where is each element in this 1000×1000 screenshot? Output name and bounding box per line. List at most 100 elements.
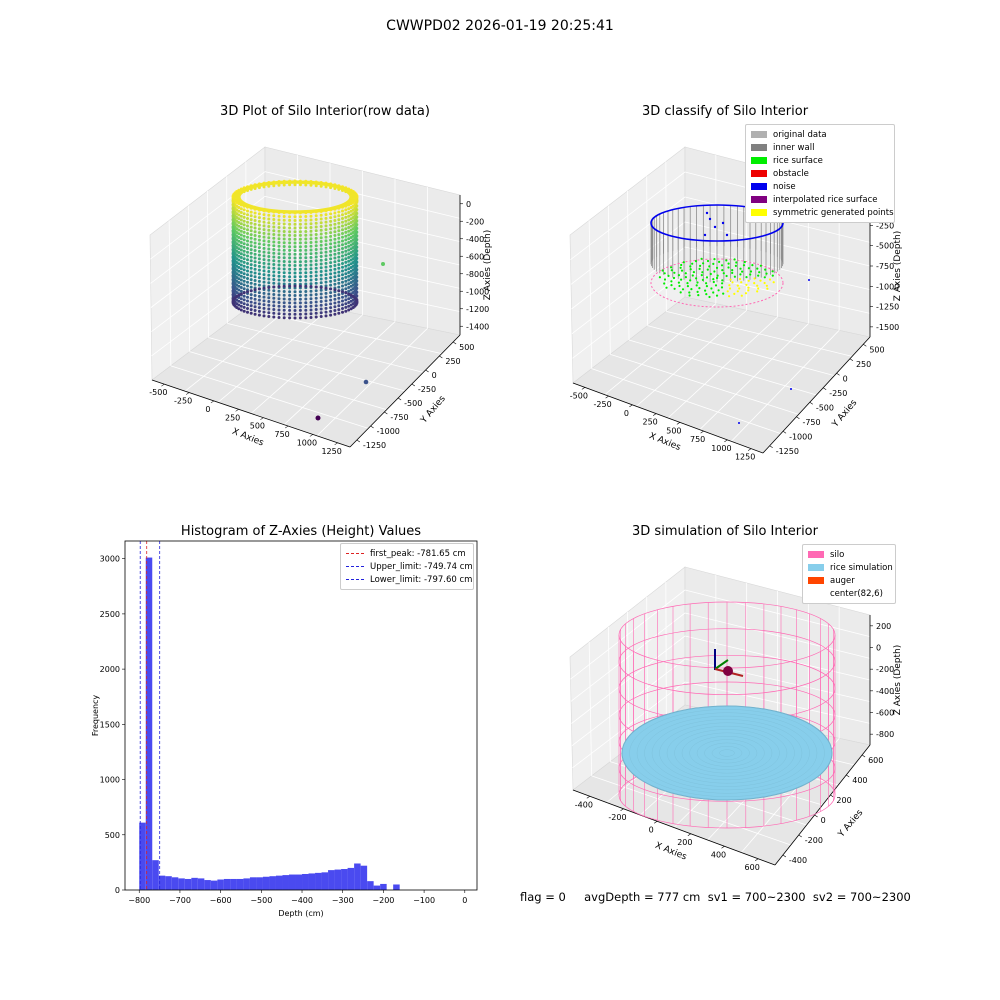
rice-mesh [659,722,795,784]
point [231,285,235,289]
rice-surface-point [695,277,698,280]
point [337,289,341,293]
point [272,255,276,259]
point [304,293,308,297]
noise-rim [650,204,784,242]
point [314,270,318,274]
legend-entry: interpolated rice surface [751,193,889,206]
symmetric-generated-point [728,287,732,290]
point [324,269,328,273]
point [272,244,276,248]
panel-4-title: 3D simulation of Silo Interior [632,524,818,539]
point [314,281,318,285]
point [319,311,323,315]
point [347,241,351,244]
rice-surface-point [689,265,692,268]
point [298,183,302,187]
point [272,184,276,188]
point [288,218,292,222]
point [288,278,292,282]
rice-surface-point [700,257,703,260]
point [304,271,308,275]
point [272,308,276,311]
point [249,263,253,267]
point [242,227,246,231]
symmetric-generated-point [736,290,739,293]
point [246,228,249,232]
point [341,213,344,217]
point [347,308,351,312]
point [242,253,246,257]
point [231,281,235,285]
point [253,294,257,297]
point [272,300,276,304]
point [349,258,353,262]
point [298,305,302,309]
point [293,294,297,297]
point [288,215,292,219]
y-axis-line [774,744,871,866]
y-tick-label: -1000 [377,427,400,436]
point [309,282,313,286]
point [341,258,344,262]
point [347,207,351,211]
point [309,285,313,288]
y-tick [782,854,787,858]
histogram-bar [236,878,244,890]
point [242,219,246,223]
point [288,297,292,301]
point [242,238,246,242]
point [329,227,333,231]
outlier-point [381,262,385,266]
point [324,303,328,307]
point [277,297,281,301]
rice-surface-point [692,271,695,274]
point [304,301,308,305]
z-tick-label: -1200 [466,305,489,314]
point [337,281,341,285]
point [324,280,328,284]
point [267,228,271,232]
y-tick [809,402,813,405]
rice-surface-point [700,274,703,277]
x-tick-label: -200 [608,813,626,822]
rice-surface-point [701,271,704,274]
point [242,242,246,246]
point [293,264,297,267]
point [309,233,313,237]
point [242,287,246,291]
rice-surface-point [667,274,670,277]
point [337,285,341,289]
point [314,236,318,240]
point [344,215,348,219]
point [239,297,243,301]
point [262,216,266,220]
point [341,228,344,232]
point [242,294,246,298]
point [282,290,286,293]
point [309,218,313,222]
point [298,218,302,222]
rice-surface-point [680,269,684,272]
point [239,222,243,226]
point [329,309,333,313]
y-tick-label: 3000 [100,555,120,564]
rice-surface-point [765,272,768,275]
point [288,237,292,241]
point [314,304,318,308]
point [329,223,333,227]
point [304,256,308,260]
point [309,263,313,267]
histogram-bar [354,863,361,890]
rice-surface-point [673,271,676,274]
point [337,296,341,300]
point [324,299,328,303]
point [329,291,333,295]
histogram-bar [230,878,237,890]
point [333,222,337,226]
noise-point [738,422,740,424]
point [272,229,276,233]
histogram-bar [275,875,283,890]
rice-surface-point [673,287,676,290]
x-tick-label: −400 [291,896,313,905]
